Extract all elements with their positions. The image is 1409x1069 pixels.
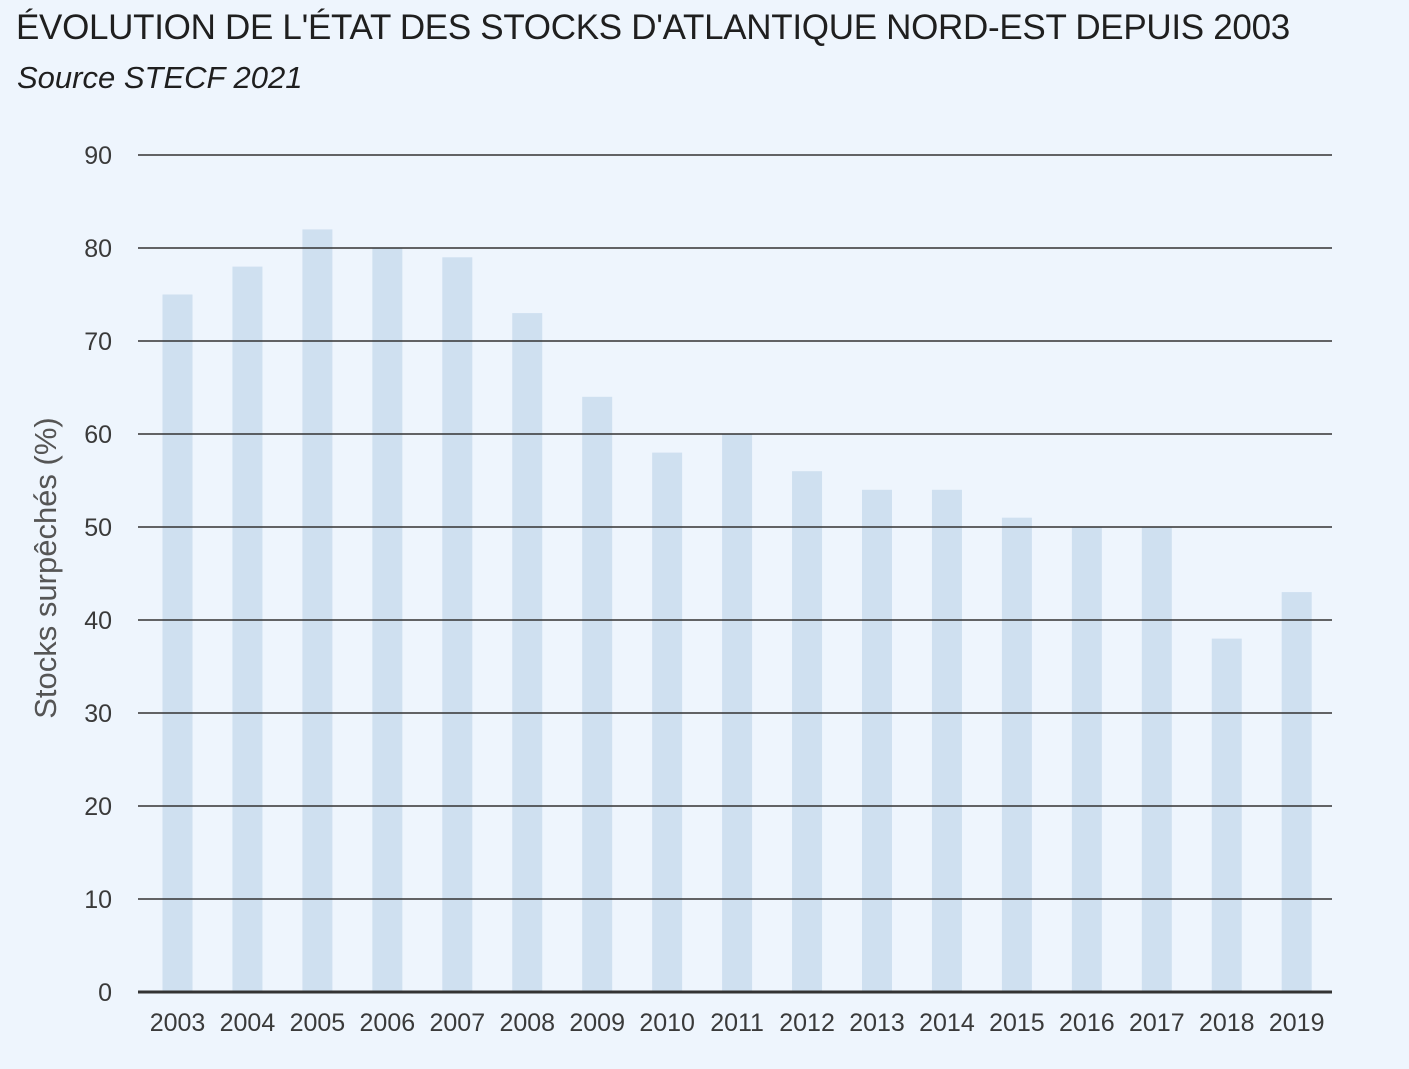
bar-2017 [1141,527,1172,992]
x-tick-label-2004: 2004 [220,1009,276,1037]
y-tick-label-50: 50 [84,514,112,542]
bar-2019 [1281,592,1312,992]
y-tick-label-70: 70 [84,328,112,356]
x-axis-ticks: 2003 2004 2005 2006 2007 2008 2009 2010 2011 2012… [150,1009,1325,1037]
x-tick-label-2011: 2011 [710,1009,764,1037]
x-tick-label-2013: 2013 [849,1009,905,1037]
y-tick-label-30: 30 [84,700,112,728]
x-tick-label-2017: 2017 [1129,1009,1185,1037]
y-tick-label-80: 80 [84,235,112,263]
chart-title: ÉVOLUTION DE L'ÉTAT DES STOCKS D'ATLANTI… [16,8,1290,47]
bars-layer [162,229,1312,993]
x-tick-label-2007: 2007 [429,1009,485,1037]
y-tick-label-0: 0 [98,979,112,1007]
x-tick-label-2008: 2008 [499,1009,555,1037]
bar-2007 [442,257,473,992]
x-tick-label-2018: 2018 [1199,1009,1255,1037]
x-tick-label-2003: 2003 [150,1009,206,1037]
x-tick-label-2014: 2014 [919,1009,975,1037]
x-tick-label-2012: 2012 [779,1009,835,1037]
chart-subtitle: Source STECF 2021 [17,60,303,95]
y-tick-label-20: 20 [84,793,112,821]
x-tick-label-2005: 2005 [290,1009,346,1037]
bar-2013 [862,489,892,992]
bar-2005 [302,229,333,992]
x-tick-label-2016: 2016 [1059,1009,1115,1037]
bar-2009 [582,396,613,992]
y-tick-label-10: 10 [84,886,112,914]
bar-2018 [1211,638,1242,992]
y-tick-label-90: 90 [84,142,112,170]
bar-2016 [1071,527,1102,992]
bar-2008 [512,313,543,993]
y-axis-ticks: 0 10 20 30 40 50 60 70 80 90 [84,142,112,1007]
y-tick-label-40: 40 [84,607,112,635]
bar-2004 [232,266,263,993]
x-tick-label-2009: 2009 [569,1009,625,1037]
x-tick-label-2019: 2019 [1269,1009,1325,1037]
bar-2012 [792,471,823,992]
x-tick-label-2010: 2010 [639,1009,695,1037]
bar-2003 [162,294,193,992]
bar-2014 [931,489,962,992]
gridlines [138,154,1332,994]
x-tick-label-2006: 2006 [360,1009,416,1037]
y-axis-label: Stocks surpêchés (%) [28,417,63,719]
bar-2015 [1001,517,1032,992]
y-tick-label-60: 60 [84,421,112,449]
bar-2010 [652,452,683,993]
x-tick-label-2015: 2015 [989,1009,1045,1037]
